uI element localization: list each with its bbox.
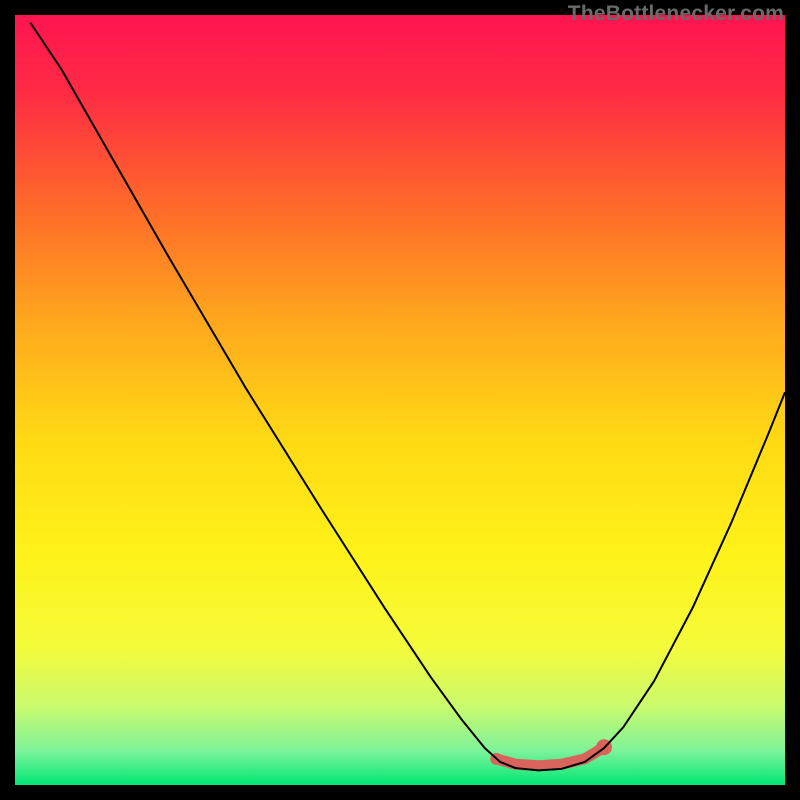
gradient-background xyxy=(15,15,785,785)
chart-frame: TheBottlenecker.com xyxy=(0,0,800,800)
plot-area xyxy=(15,15,785,785)
watermark-text: TheBottlenecker.com xyxy=(568,2,784,26)
chart-svg xyxy=(15,15,785,785)
